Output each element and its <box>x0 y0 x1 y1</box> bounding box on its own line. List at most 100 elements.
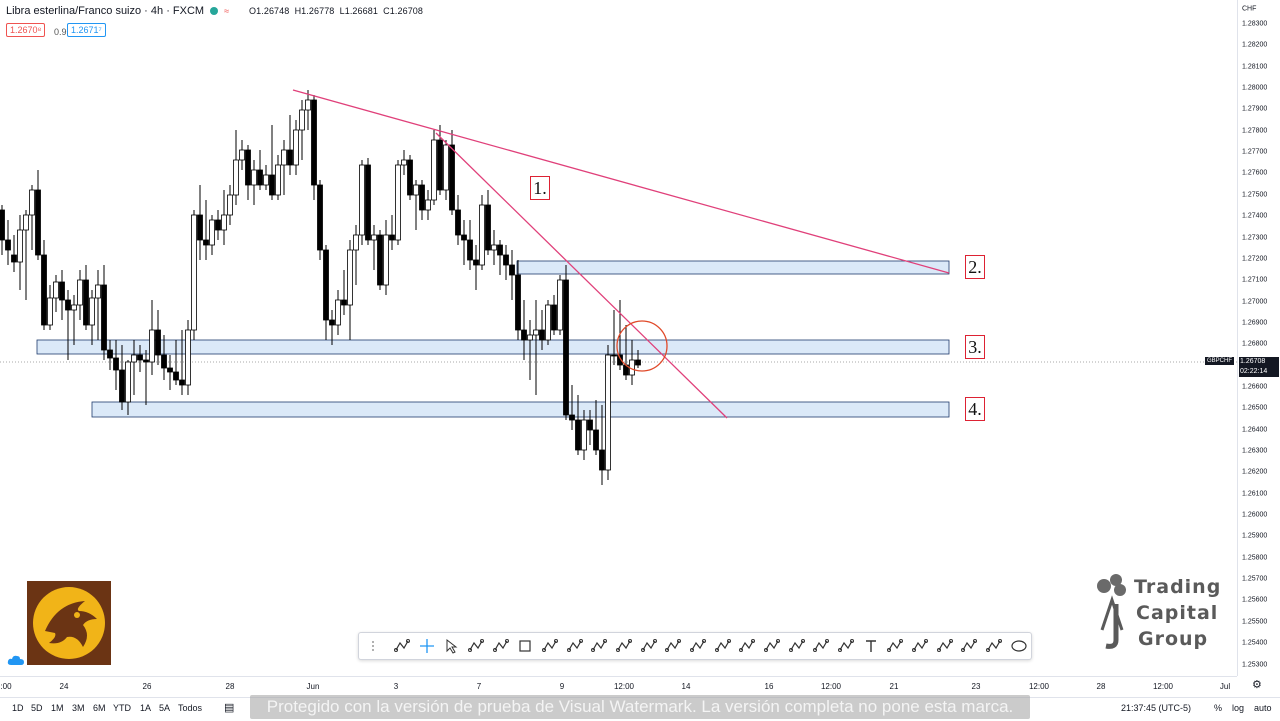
bear-candle <box>113 357 119 371</box>
head-shoulders-icon[interactable] <box>982 633 1007 659</box>
chart-legend: Libra esterlina/Franco suizo · 4h · FXCM… <box>6 5 423 17</box>
bull-candle <box>491 244 497 251</box>
bear-candle <box>497 244 503 256</box>
timeframe-button-1m[interactable]: 1M <box>51 703 64 713</box>
price-tick-label: 1.25700 <box>1242 575 1268 583</box>
price-axis[interactable] <box>1237 0 1280 676</box>
time-axis[interactable]: :00 24 26 28 Jun 3 7 9 12:00 14 16 12:00 21 23 12:00 28… <box>0 676 1237 698</box>
price-range-icon[interactable] <box>908 633 933 659</box>
time-tick-label: 12:00 <box>1028 682 1050 691</box>
bull-candle <box>23 214 29 231</box>
drag-handle-icon <box>365 633 390 659</box>
triangle-icon[interactable] <box>932 633 957 659</box>
abc-icon[interactable] <box>636 633 661 659</box>
sell-price-button[interactable]: 1.2670⁸ <box>6 23 46 37</box>
price-tick-label: 1.25600 <box>1242 596 1268 604</box>
bull-candle <box>533 329 539 336</box>
high-value: H1.26778 <box>294 6 335 16</box>
rectangle-icon[interactable] <box>513 633 538 659</box>
bear-candle <box>5 239 11 251</box>
bear-candle <box>107 349 113 359</box>
low-value: L1.26681 <box>339 6 378 16</box>
cursor-icon[interactable] <box>439 633 464 659</box>
time-tick-label: 14 <box>681 682 691 691</box>
percent-toggle[interactable]: % <box>1214 703 1223 713</box>
zigzag-icon[interactable] <box>538 633 563 659</box>
bull-candle <box>401 159 407 166</box>
bear-candle <box>155 329 161 356</box>
crosshair-icon[interactable] <box>414 633 439 659</box>
bear-candle <box>173 371 179 381</box>
bear-candle <box>11 254 17 263</box>
time-tick-label: :00 <box>0 682 12 691</box>
currency-label: CHF <box>1242 5 1257 13</box>
symbol-title[interactable]: Libra esterlina/Franco suizo · 4h · FXCM <box>6 5 205 17</box>
timeframe-button-todos[interactable]: Todos <box>178 703 203 713</box>
price-tick-label: 1.26100 <box>1242 490 1268 498</box>
bear-candle <box>65 299 71 311</box>
bull-candle <box>527 334 533 341</box>
bear-candle <box>635 359 641 366</box>
timeframe-button-6m[interactable]: 6M <box>93 703 106 713</box>
bear-candle <box>257 169 263 186</box>
horizontal-ray-icon[interactable] <box>735 633 760 659</box>
annotation-label-3[interactable]: 3. <box>965 335 985 359</box>
bear-candle <box>179 379 185 386</box>
clock-label[interactable]: 21:37:45 (UTC-5) <box>1121 703 1192 713</box>
bear-candle <box>449 144 455 211</box>
price-tick-label: 1.27600 <box>1242 169 1268 177</box>
bear-candle <box>407 159 413 196</box>
annotation-label-1[interactable]: 1. <box>530 176 550 200</box>
network-icon[interactable] <box>809 633 834 659</box>
annotation-label-4[interactable]: 4. <box>965 397 985 421</box>
time-tick-label: 23 <box>971 682 981 691</box>
auto-toggle[interactable]: auto <box>1254 703 1272 713</box>
date-range-icon[interactable]: ▤ <box>224 702 235 714</box>
pattern-icon[interactable] <box>488 633 513 659</box>
price-chart[interactable] <box>0 0 1237 676</box>
path-icon[interactable] <box>686 633 711 659</box>
price-tick-label: 1.27800 <box>1242 127 1268 135</box>
timeframe-button-5d[interactable]: 5D <box>31 703 43 713</box>
timeframe-button-ytd[interactable]: YTD <box>113 703 131 713</box>
cloud-icon[interactable] <box>7 653 25 671</box>
bear-candle <box>575 419 581 451</box>
trendline-icon[interactable] <box>710 633 735 659</box>
line-icon[interactable] <box>957 633 982 659</box>
bull-candle <box>131 354 137 363</box>
ray-icon[interactable] <box>760 633 785 659</box>
brush-icon[interactable] <box>784 633 809 659</box>
xabcd-icon[interactable] <box>587 633 612 659</box>
timeframe-button-5a[interactable]: 5A <box>159 703 171 713</box>
ellipse-icon[interactable] <box>1006 633 1031 659</box>
log-toggle[interactable]: log <box>1232 703 1245 713</box>
bull-candle <box>221 214 227 231</box>
fib-icon[interactable] <box>464 633 489 659</box>
buy-price-button[interactable]: 1.2671⁷ <box>67 23 106 37</box>
bull-candle <box>443 144 449 191</box>
support-zone-3 <box>36 339 950 355</box>
bull-candle <box>47 297 53 326</box>
countdown-label: 02:22:14 <box>1239 367 1279 377</box>
wxy-icon[interactable] <box>661 633 686 659</box>
bear-candle <box>35 189 41 256</box>
bull-candle <box>125 361 131 403</box>
bull-candle <box>425 199 431 211</box>
bear-candle <box>515 274 521 331</box>
eagle-logo <box>27 581 111 665</box>
bull-candle <box>395 164 401 241</box>
abcd-icon[interactable] <box>562 633 587 659</box>
timeframe-button-3m[interactable]: 3M <box>72 703 85 713</box>
horizontal-lines-icon[interactable] <box>390 633 415 659</box>
text-icon[interactable] <box>858 633 883 659</box>
bear-candle <box>215 219 221 231</box>
wave-icon[interactable] <box>612 633 637 659</box>
forecast-icon[interactable] <box>883 633 908 659</box>
bull-candle <box>209 219 215 246</box>
measure-icon[interactable] <box>834 633 859 659</box>
gear-icon[interactable]: ⚙ <box>1252 679 1262 691</box>
timeframe-button-1d[interactable]: 1D <box>12 703 24 713</box>
bull-candle <box>431 139 437 201</box>
annotation-label-2[interactable]: 2. <box>965 255 985 279</box>
timeframe-button-1a[interactable]: 1A <box>140 703 152 713</box>
